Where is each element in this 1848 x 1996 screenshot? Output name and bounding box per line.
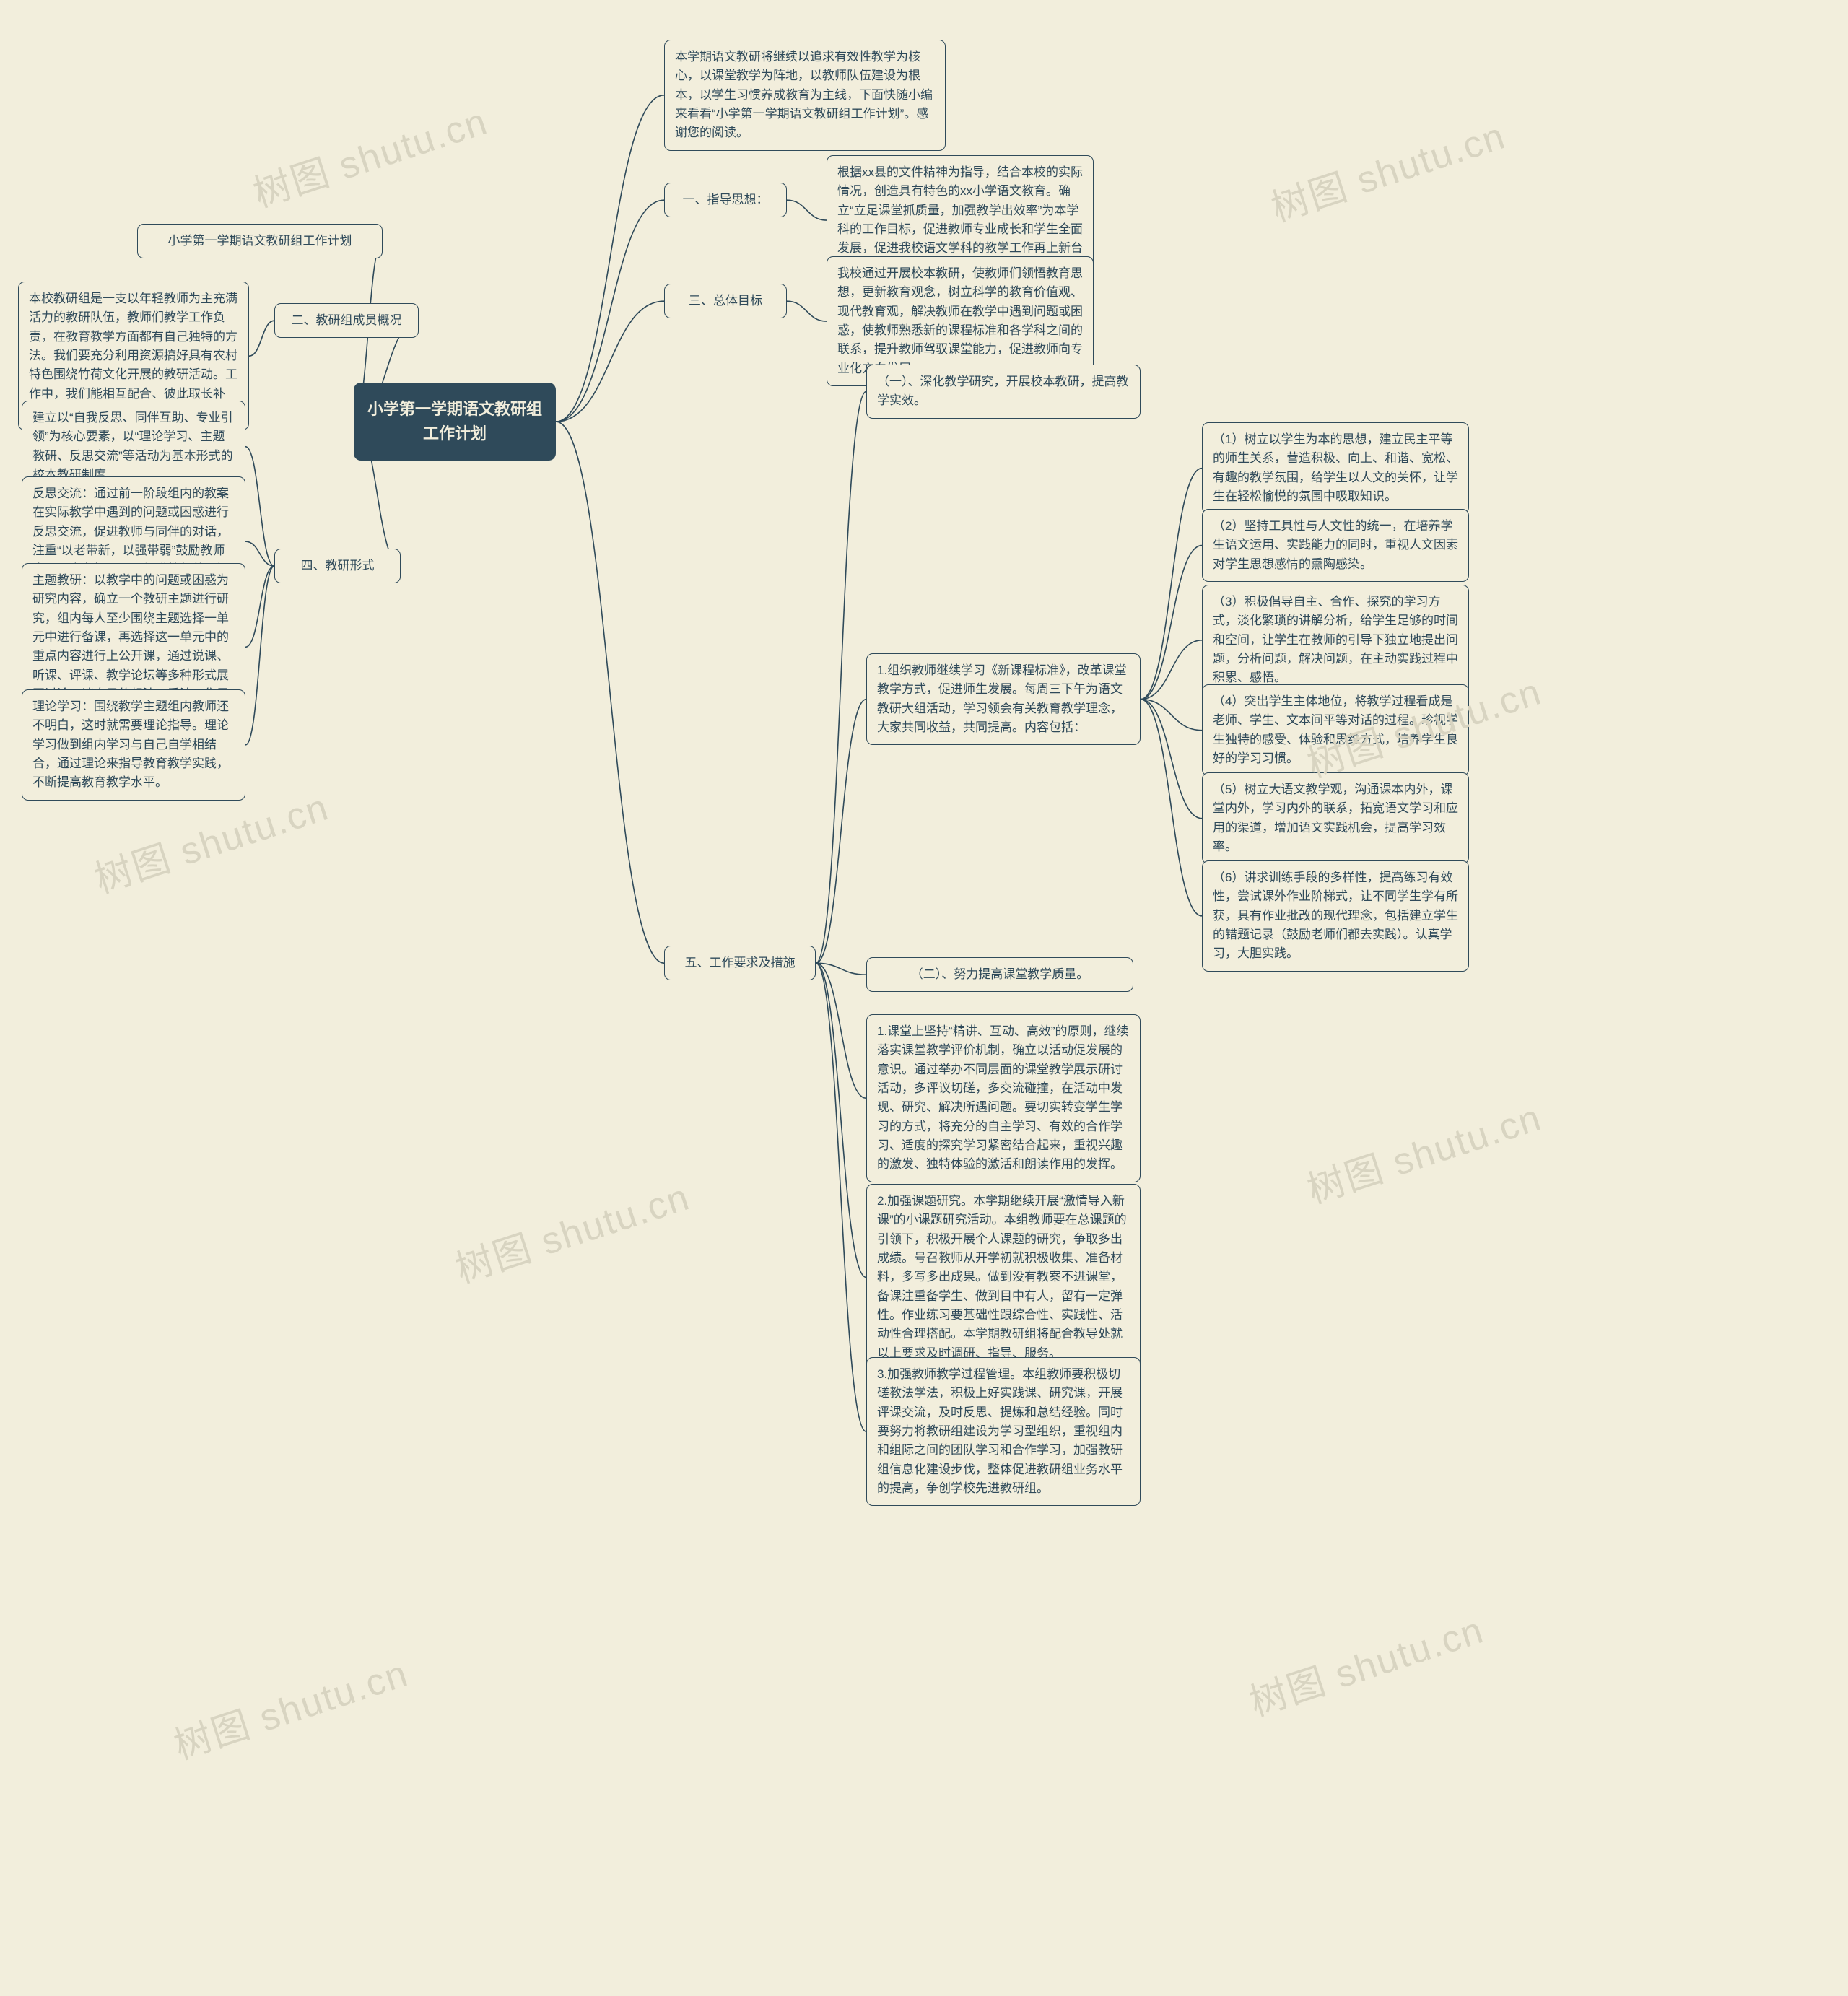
watermark: 树图 shutu.cn (1299, 1087, 1548, 1213)
edge (787, 301, 827, 321)
root-node[interactable]: 小学第一学期语文教研组工作计划 (354, 383, 556, 461)
edge (1141, 700, 1202, 731)
node-b1[interactable]: 一、指导思想： (664, 183, 787, 217)
watermark: 树图 shutu.cn (1263, 105, 1512, 232)
edge (556, 95, 664, 422)
edge (816, 963, 866, 1277)
node-b5_2[interactable]: 1.组织教师继续学习《新课程标准》，改革课堂教学方式，促进师生发展。每周三下午为… (866, 653, 1141, 745)
watermark: 树图 shutu.cn (245, 91, 494, 217)
node-b4[interactable]: 四、教研形式 (274, 549, 401, 583)
edge (556, 422, 664, 963)
node-b5_2_5[interactable]: （5）树立大语文教学观，沟通课本内外，课堂内外，学习内外的联系，拓宽语文学习和应… (1202, 772, 1469, 864)
node-b5[interactable]: 五、工作要求及措施 (664, 946, 816, 980)
node-b5_2_3[interactable]: （3）积极倡导自主、合作、探究的学习方式，淡化繁琐的讲解分析，给学生足够的时间和… (1202, 585, 1469, 696)
edge (249, 321, 274, 356)
edge (816, 963, 866, 1431)
node-b5_1[interactable]: （一）、深化教学研究，开展校本教研，提高教学实效。 (866, 365, 1141, 419)
edge (245, 566, 274, 647)
node-b5_2_4[interactable]: （4）突出学生主体地位，将教学过程看成是老师、学生、文本间平等对话的过程。珍视学… (1202, 684, 1469, 776)
node-b5_2_1[interactable]: （1）树立以学生为本的思想，建立民主平等的师生关系，营造积极、向上、和谐、宽松、… (1202, 422, 1469, 514)
edge (816, 963, 866, 1098)
edge (816, 963, 866, 975)
watermark: 树图 shutu.cn (448, 1167, 696, 1293)
edge (1141, 640, 1202, 700)
node-b5_2_2[interactable]: （2）坚持工具性与人文性的统一，在培养学生语文运用、实践能力的同时，重视人文因素… (1202, 509, 1469, 582)
edge (1141, 469, 1202, 700)
edge (245, 541, 274, 566)
edge (1141, 700, 1202, 819)
node-b5_6[interactable]: 3.加强教师教学过程管理。本组教师要积极切磋教法学法，积极上好实践课、研究课，开… (866, 1357, 1141, 1506)
edge (816, 391, 866, 963)
edge (787, 200, 827, 220)
node-b5_4[interactable]: 1.课堂上坚持“精讲、互动、高效”的原则，继续落实课堂教学评价机制，确立以活动促… (866, 1014, 1141, 1182)
node-title2[interactable]: 小学第一学期语文教研组工作计划 (137, 224, 383, 258)
watermark: 树图 shutu.cn (166, 1643, 414, 1769)
mindmap-canvas: 小学第一学期语文教研组工作计划小学第一学期语文教研组工作计划二、教研组成员概况本… (0, 0, 1848, 1996)
node-intro[interactable]: 本学期语文教研将继续以追求有效性教学为核心，以课堂教学为阵地，以教师队伍建设为根… (664, 40, 946, 151)
edge (245, 447, 274, 566)
node-b5_5[interactable]: 2.加强课题研究。本学期继续开展“激情导入新课”的小课题研究活动。本组教师要在总… (866, 1184, 1141, 1371)
node-b2[interactable]: 二、教研组成员概况 (274, 303, 419, 338)
edge (816, 700, 866, 963)
edge (1141, 700, 1202, 916)
edge (1141, 546, 1202, 700)
edge (556, 200, 664, 422)
node-b5_3[interactable]: （二）、努力提高课堂教学质量。 (866, 957, 1133, 992)
edge (556, 301, 664, 422)
node-b4d[interactable]: 理论学习：围绕教学主题组内教师还不明白，这时就需要理论指导。理论学习做到组内学习… (22, 689, 245, 801)
node-b5_2_6[interactable]: （6）讲求训练手段的多样性，提高练习有效性，尝试课外作业阶梯式，让不同学生学有所… (1202, 860, 1469, 972)
edge (245, 566, 274, 745)
watermark: 树图 shutu.cn (1242, 1600, 1490, 1726)
node-b3[interactable]: 三、总体目标 (664, 284, 787, 318)
